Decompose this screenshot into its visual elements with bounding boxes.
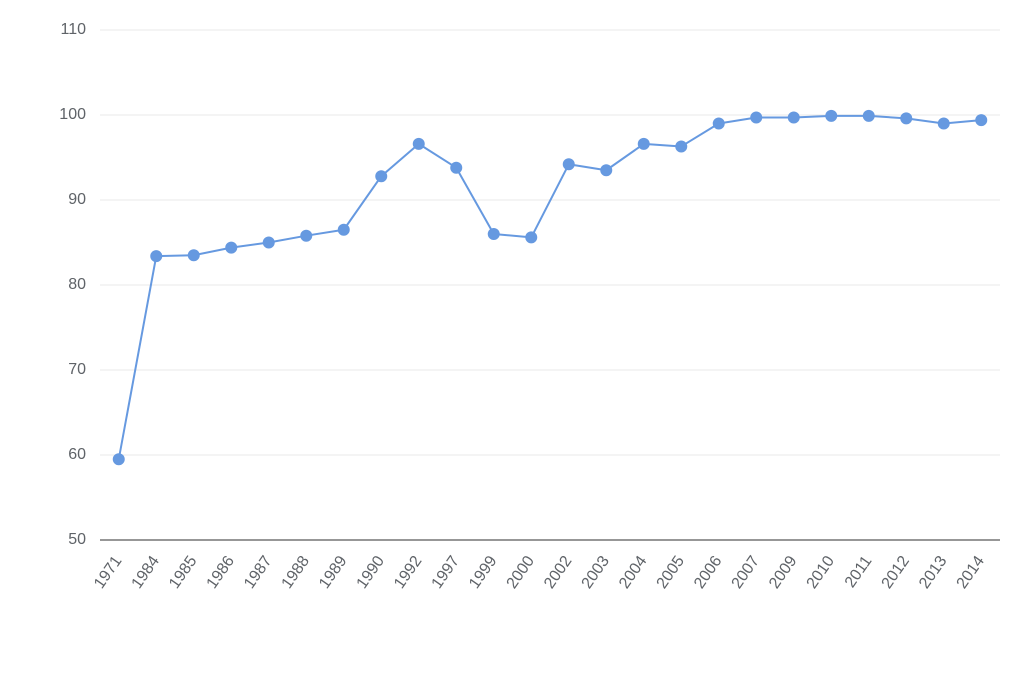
data-point: [638, 138, 649, 149]
data-point: [788, 112, 799, 123]
data-point: [226, 242, 237, 253]
data-point: [338, 224, 349, 235]
y-tick-label: 110: [60, 21, 86, 38]
data-point: [488, 229, 499, 240]
data-point: [413, 138, 424, 149]
data-point: [976, 115, 987, 126]
chart-svg: 5060708090100110197119841985198619871988…: [0, 0, 1024, 683]
y-tick-label: 100: [59, 106, 86, 123]
data-point: [526, 232, 537, 243]
data-point: [901, 113, 912, 124]
data-point: [676, 141, 687, 152]
y-tick-label: 90: [68, 191, 86, 208]
data-point: [826, 110, 837, 121]
data-point: [151, 251, 162, 262]
data-point: [938, 118, 949, 129]
data-point: [713, 118, 724, 129]
data-point: [863, 110, 874, 121]
line-chart: 5060708090100110197119841985198619871988…: [0, 0, 1024, 683]
data-point: [188, 250, 199, 261]
data-point: [263, 237, 274, 248]
data-point: [451, 162, 462, 173]
data-point: [301, 230, 312, 241]
data-point: [376, 171, 387, 182]
y-tick-label: 80: [68, 276, 86, 293]
data-point: [113, 454, 124, 465]
y-tick-label: 50: [68, 531, 86, 548]
y-tick-label: 70: [68, 361, 86, 378]
data-point: [563, 159, 574, 170]
y-tick-label: 60: [68, 446, 86, 463]
data-point: [751, 112, 762, 123]
data-point: [601, 165, 612, 176]
